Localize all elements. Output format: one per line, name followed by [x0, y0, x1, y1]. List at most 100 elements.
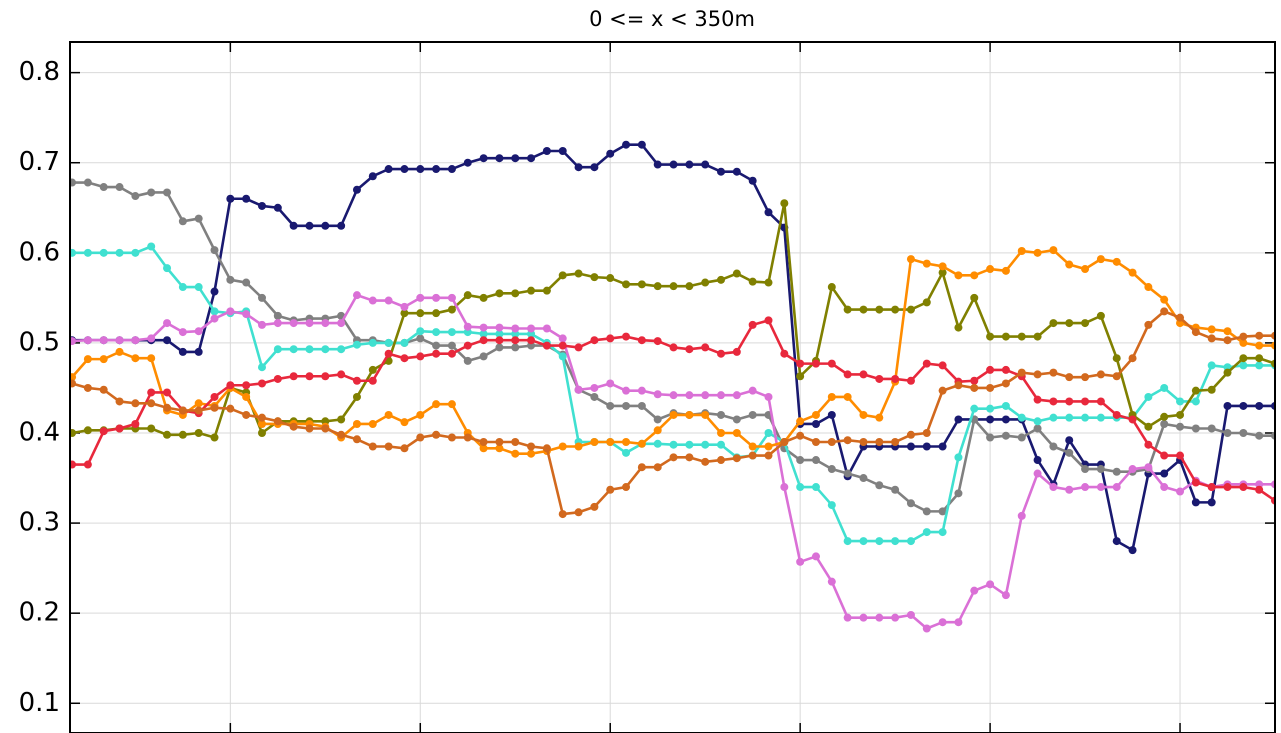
- data-point: [843, 370, 852, 379]
- data-point: [384, 165, 393, 174]
- data-point: [986, 433, 995, 442]
- data-point: [859, 474, 868, 483]
- data-point: [891, 305, 900, 314]
- data-point: [368, 376, 377, 385]
- data-point: [1176, 410, 1185, 419]
- data-point: [1096, 255, 1105, 264]
- data-point: [432, 165, 441, 174]
- data-point: [796, 417, 805, 426]
- data-point: [163, 430, 172, 439]
- data-point: [1033, 424, 1042, 433]
- data-point: [1144, 283, 1153, 292]
- data-point: [1112, 372, 1121, 381]
- data-point: [1255, 401, 1264, 410]
- data-point: [432, 309, 441, 318]
- data-point: [558, 334, 567, 343]
- data-point: [1049, 246, 1058, 255]
- data-point: [970, 293, 979, 302]
- data-point: [1065, 373, 1074, 382]
- data-point: [495, 336, 504, 345]
- data-point: [590, 336, 599, 345]
- data-point: [178, 328, 187, 337]
- data-point: [669, 410, 678, 419]
- data-point: [1081, 397, 1090, 406]
- data-point: [416, 309, 425, 318]
- data-point: [748, 386, 757, 395]
- data-point: [780, 438, 789, 447]
- data-point: [400, 354, 409, 363]
- data-point: [1033, 417, 1042, 426]
- data-point: [843, 392, 852, 401]
- data-point: [495, 323, 504, 332]
- data-point: [938, 386, 947, 395]
- data-point: [653, 463, 662, 472]
- data-point: [1255, 431, 1264, 440]
- data-point: [938, 507, 947, 516]
- data-point: [875, 537, 884, 546]
- data-point: [1255, 354, 1264, 363]
- data-point: [748, 320, 757, 329]
- data-point: [780, 483, 789, 492]
- data-point: [99, 336, 108, 345]
- data-point: [178, 283, 187, 292]
- data-point: [922, 624, 931, 633]
- data-point: [416, 327, 425, 336]
- y-tick-label: 0.6: [19, 237, 60, 267]
- data-point: [178, 217, 187, 226]
- data-point: [194, 283, 203, 292]
- data-point: [1096, 370, 1105, 379]
- data-point: [1001, 266, 1010, 275]
- data-point: [1049, 483, 1058, 492]
- data-point: [685, 391, 694, 400]
- data-point: [1001, 591, 1010, 600]
- data-point: [1128, 354, 1137, 363]
- data-point: [432, 400, 441, 409]
- data-point: [622, 280, 631, 289]
- data-point: [83, 426, 92, 435]
- plot-area: [70, 140, 1275, 633]
- data-point: [653, 439, 662, 448]
- data-point: [368, 419, 377, 428]
- data-point: [479, 293, 488, 302]
- data-point: [257, 428, 266, 437]
- data-point: [495, 329, 504, 338]
- data-point: [606, 149, 615, 158]
- data-point: [669, 440, 678, 449]
- data-point: [1112, 537, 1121, 546]
- data-point: [590, 438, 599, 447]
- data-point: [701, 343, 710, 352]
- data-point: [194, 406, 203, 415]
- data-point: [574, 269, 583, 278]
- data-point: [986, 415, 995, 424]
- data-point: [843, 613, 852, 622]
- data-point: [1255, 485, 1264, 494]
- data-point: [1255, 341, 1264, 350]
- data-point: [1017, 332, 1026, 341]
- data-point: [748, 442, 757, 451]
- data-point: [590, 273, 599, 282]
- data-point: [542, 286, 551, 295]
- data-point: [1112, 354, 1121, 363]
- data-point: [653, 160, 662, 169]
- data-point: [1144, 320, 1153, 329]
- data-point: [843, 436, 852, 445]
- data-point: [99, 248, 108, 257]
- data-point: [194, 428, 203, 437]
- data-point: [922, 259, 931, 268]
- data-point: [938, 618, 947, 627]
- data-point: [1017, 511, 1026, 520]
- data-point: [131, 336, 140, 345]
- data-point: [764, 316, 773, 325]
- data-point: [479, 444, 488, 453]
- data-point: [1049, 442, 1058, 451]
- data-point: [70, 337, 77, 346]
- data-point: [542, 147, 551, 156]
- data-point: [986, 580, 995, 589]
- data-point: [606, 334, 615, 343]
- data-point: [416, 293, 425, 302]
- data-point: [83, 355, 92, 364]
- data-point: [115, 424, 124, 433]
- data-point: [1223, 327, 1232, 336]
- data-point: [954, 453, 963, 462]
- data-point: [954, 415, 963, 424]
